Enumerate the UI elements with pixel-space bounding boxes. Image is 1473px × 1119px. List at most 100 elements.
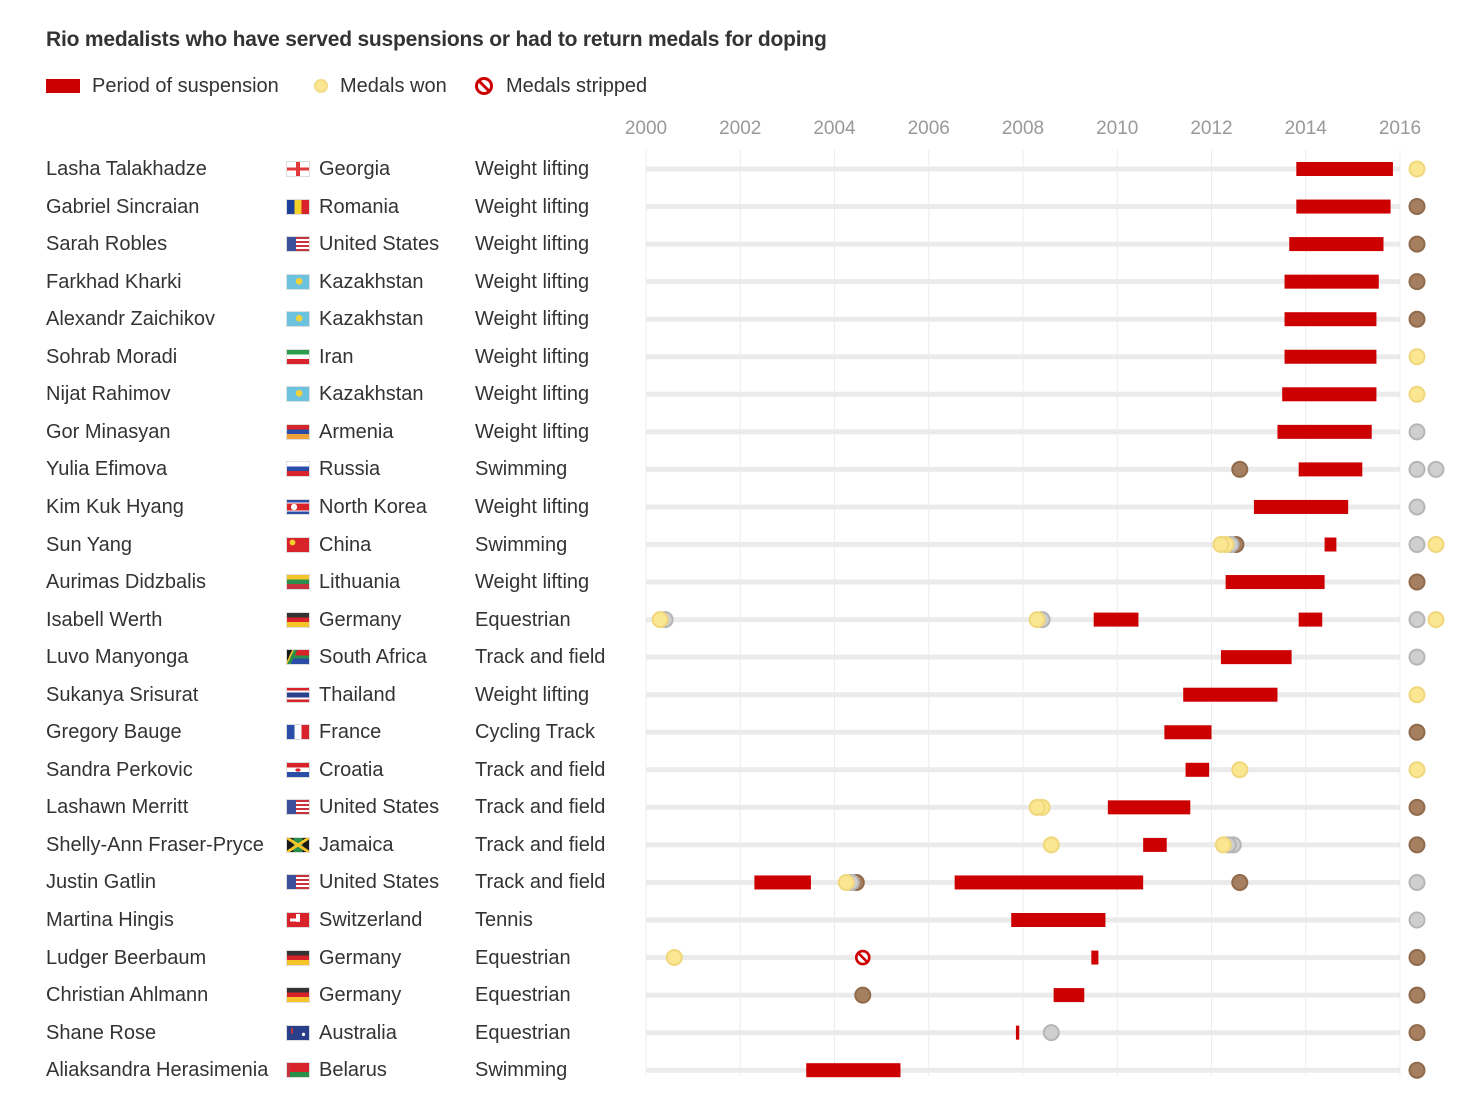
country-name: Switzerland [319, 909, 423, 931]
sport-name: Weight lifting [475, 270, 590, 293]
lithuania-flag-icon [286, 574, 310, 591]
sport-name: Weight lifting [475, 683, 590, 706]
legend-suspension-swatch [46, 79, 80, 93]
thailand-flag-icon [286, 686, 310, 703]
suspension-bar [1289, 237, 1384, 252]
athlete-name: Sohrab Moradi [46, 345, 178, 368]
stripped-medal-icon [475, 77, 493, 95]
legend-medal-icon [314, 79, 328, 93]
gold-medal-icon [1408, 385, 1426, 403]
athlete-name: Sukanya Srisurat [46, 683, 199, 706]
country-name: Thailand [319, 683, 396, 706]
country-name: Russia [319, 458, 381, 481]
country-name: Kazakhstan [319, 308, 424, 331]
athlete-name: Farkhad Kharki [46, 270, 182, 293]
jamaica-flag-icon [286, 836, 310, 853]
gold-medal-icon [1231, 761, 1249, 779]
sport-name: Weight lifting [475, 571, 590, 594]
bronze-medal-icon [1408, 798, 1426, 816]
suspension-bar [1282, 387, 1377, 402]
gold-medal-icon [1408, 761, 1426, 779]
suspension-bar [1225, 575, 1325, 590]
silver-medal-icon [1408, 911, 1426, 929]
silver-medal-icon [1408, 536, 1426, 553]
gold-medal-icon [1408, 686, 1426, 704]
suspension-bar [1284, 274, 1379, 289]
suspension-bar [806, 1063, 901, 1078]
bronze-medal-icon [1231, 460, 1249, 478]
silver-medal-icon [1427, 460, 1445, 478]
bronze-medal-icon [1408, 986, 1426, 1004]
suspension-bar [1107, 800, 1191, 815]
x-tick-label: 2016 [1379, 118, 1421, 139]
sport-name: Weight lifting [475, 308, 590, 331]
northkorea-flag-icon [286, 498, 310, 515]
country-name: United States [319, 871, 440, 894]
suspension-bar [1183, 687, 1278, 702]
country-name: Georgia [319, 158, 391, 180]
bronze-medal-icon [1408, 235, 1426, 253]
country-name: Germany [319, 946, 402, 969]
gold-medal-icon [837, 873, 855, 891]
suspension-bar [1093, 612, 1139, 627]
country-name: Kazakhstan [319, 383, 424, 406]
gold-medal-icon [1042, 836, 1060, 854]
croatia-flag-icon [286, 761, 310, 778]
suspension-bar [1296, 162, 1393, 176]
silver-medal-icon [1408, 423, 1426, 441]
switzerland-flag-icon [286, 912, 310, 928]
bronze-medal-icon [1408, 1024, 1426, 1042]
country-name: France [319, 721, 382, 744]
country-name: South Africa [319, 646, 427, 669]
sport-name: Swimming [475, 458, 568, 481]
suspension-bar [1324, 537, 1337, 552]
australia-flag-icon [286, 1024, 310, 1041]
suspension-bar [1284, 349, 1377, 364]
country-name: Australia [319, 1021, 397, 1044]
bronze-medal-icon [1408, 573, 1426, 591]
legend-won: Medals won [314, 72, 447, 100]
iran-flag-icon [286, 348, 310, 365]
bronze-medal-icon [1408, 1061, 1426, 1079]
gold-medal-icon [1214, 836, 1232, 854]
athlete-name: Alexandr Zaichikov [46, 308, 215, 331]
gold-medal-icon [1427, 536, 1445, 553]
silver-medal-icon [1042, 1024, 1060, 1042]
suspension-bar [1053, 988, 1085, 1003]
suspension-bar [1284, 312, 1377, 327]
suspension-bar [1253, 499, 1349, 514]
silver-medal-icon [1408, 460, 1426, 478]
legend-suspension: Period of suspension [46, 72, 279, 100]
sport-name: Weight lifting [475, 420, 590, 443]
gold-medal-icon [1427, 611, 1445, 629]
sport-name: Weight lifting [475, 233, 590, 256]
china-flag-icon [286, 536, 310, 553]
athlete-name: Shelly-Ann Fraser-Pryce [46, 833, 264, 856]
gold-medal-icon [1212, 536, 1230, 553]
suspension-bar [1298, 612, 1323, 627]
bronze-medal-icon [1408, 273, 1426, 291]
athlete-name: Aliaksandra Herasimenia [46, 1059, 269, 1082]
bronze-medal-icon [1231, 873, 1249, 891]
athlete-name: Gabriel Sincraian [46, 195, 200, 218]
sport-name: Weight lifting [475, 383, 590, 406]
country-name: Iran [319, 345, 354, 368]
country-name: North Korea [319, 495, 427, 518]
germany-flag-icon [286, 949, 310, 966]
athlete-name: Shane Rose [46, 1021, 157, 1044]
sport-name: Weight lifting [475, 345, 590, 368]
suspension-bar [1298, 462, 1363, 477]
sport-name: Track and field [475, 758, 606, 781]
chart-title: Rio medalists who have served suspension… [46, 28, 827, 51]
athlete-name: Sarah Robles [46, 233, 168, 256]
athlete-name: Sun Yang [46, 533, 133, 556]
gold-medal-icon [651, 611, 669, 629]
x-tick-label: 2002 [719, 118, 761, 139]
germany-flag-icon [286, 611, 310, 628]
bronze-medal-icon [854, 986, 872, 1004]
athlete-name: Nijat Rahimov [46, 383, 171, 406]
sport-name: Swimming [475, 1059, 568, 1082]
country-name: United States [319, 233, 440, 256]
country-name: Belarus [319, 1059, 387, 1082]
